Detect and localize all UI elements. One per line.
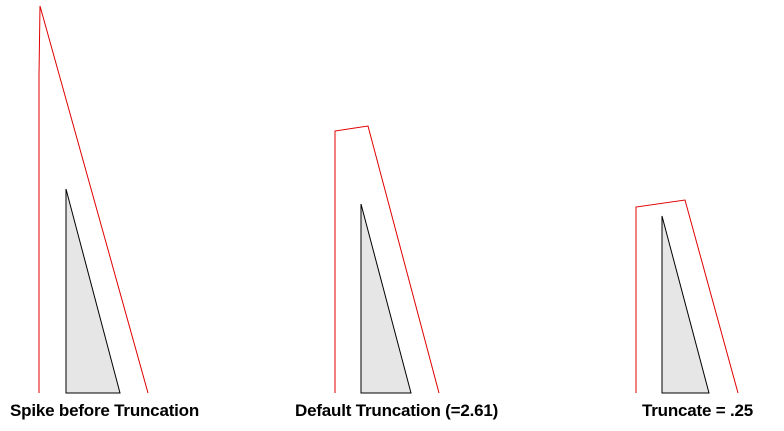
panel-default-truncation: [334, 125, 440, 394]
inner-triangle: [661, 215, 710, 394]
truncated-outline: [635, 199, 739, 394]
panel-spike-before-truncation: [38, 5, 149, 394]
caption-spike-before-truncation: Spike before Truncation: [10, 401, 200, 420]
inner-triangle: [65, 188, 121, 394]
spike-outline: [38, 5, 149, 394]
caption-truncate-value: Truncate = .25: [642, 401, 754, 420]
inner-triangle: [360, 203, 412, 394]
panel-truncate-025: [635, 199, 739, 394]
caption-default-truncation: Default Truncation (=2.61): [295, 401, 499, 420]
truncated-outline: [334, 125, 440, 394]
